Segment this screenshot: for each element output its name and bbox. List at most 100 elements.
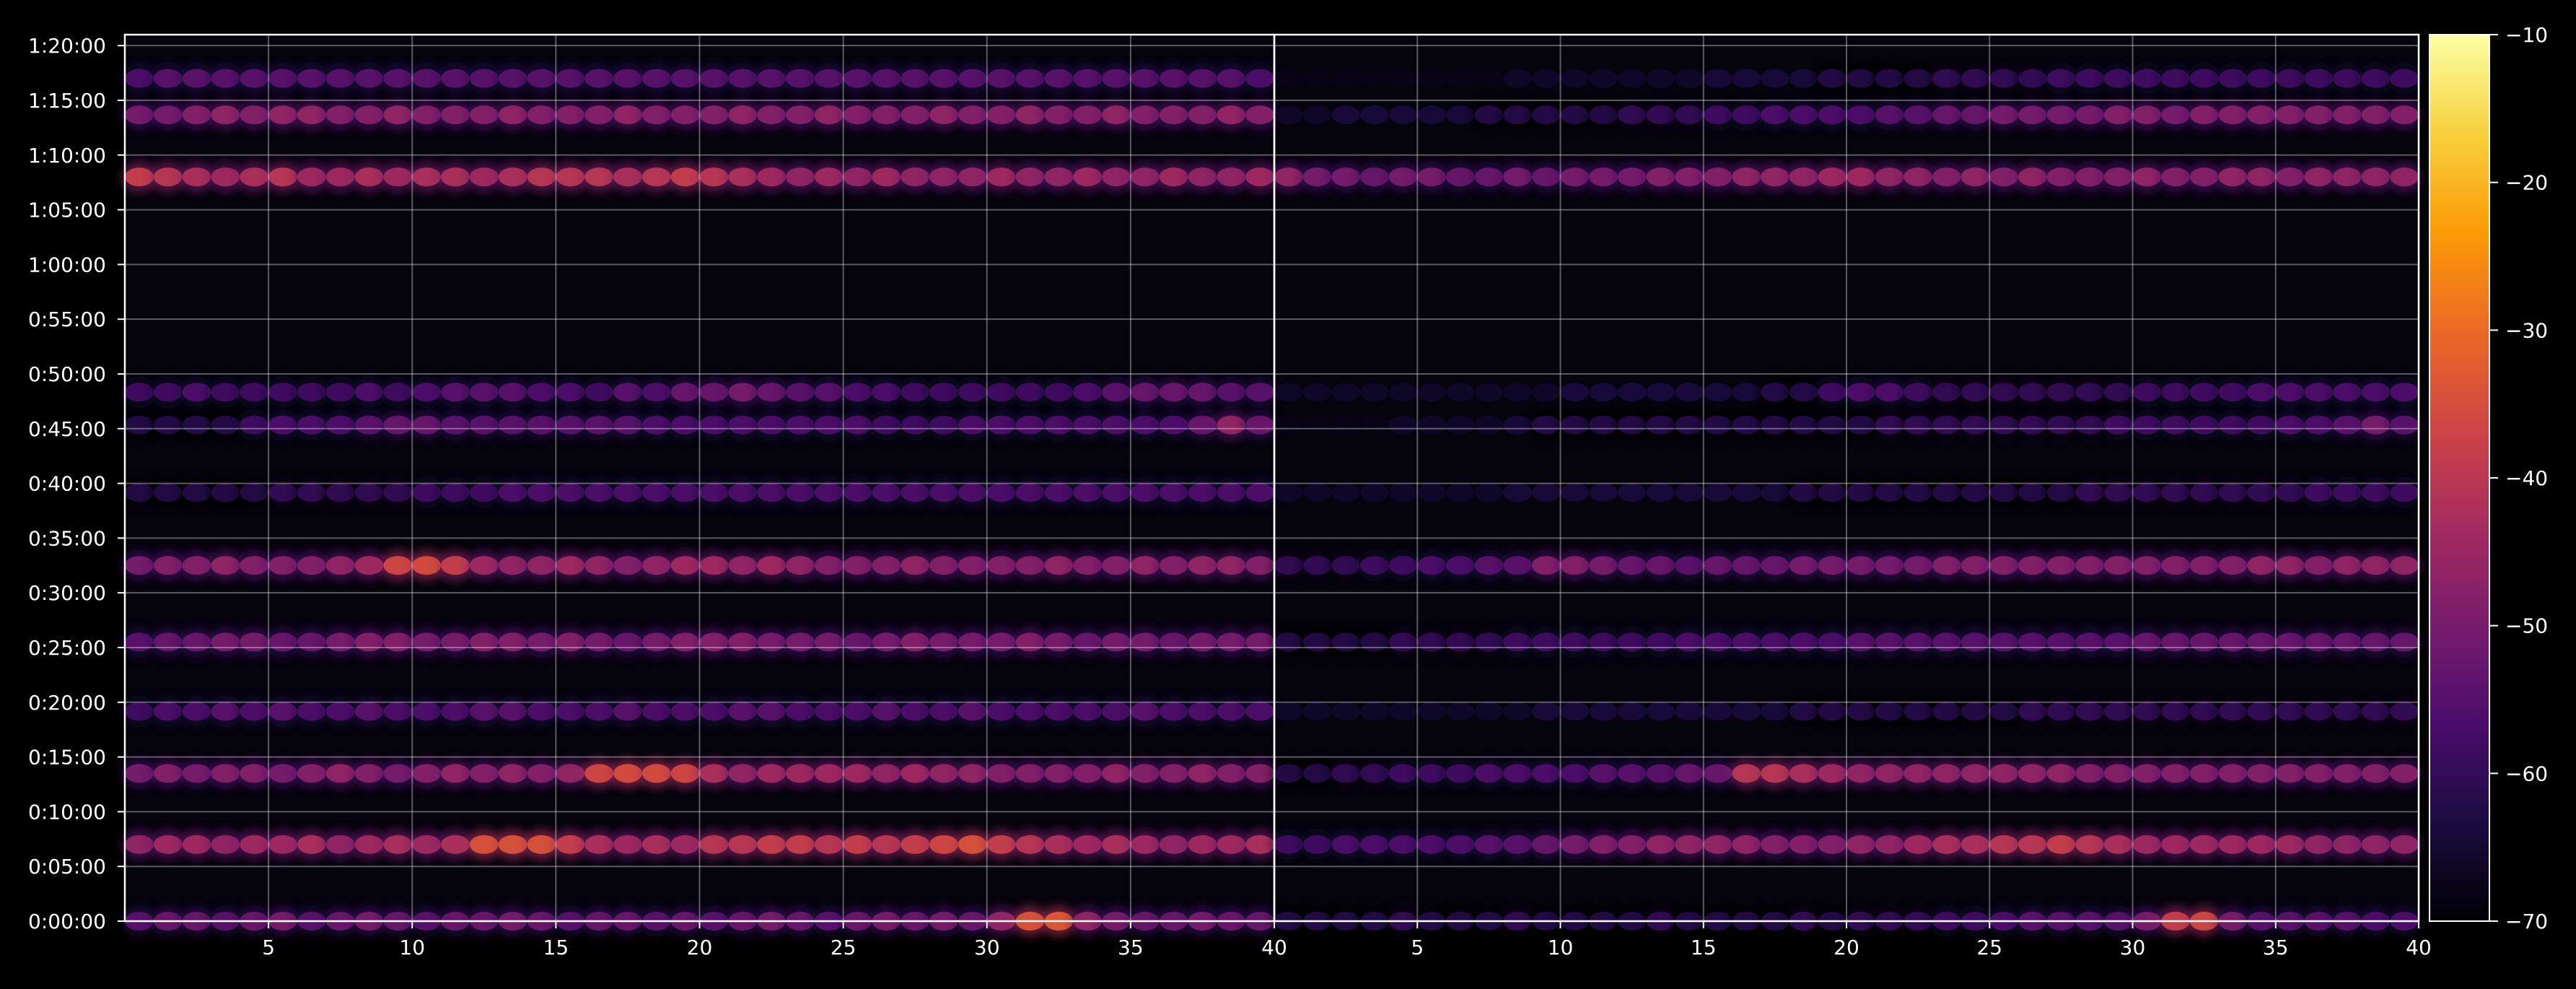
heat-cell: [1903, 105, 1932, 125]
heat-cell: [297, 764, 326, 783]
heat-cell: [958, 383, 987, 402]
heat-cell: [1932, 167, 1961, 187]
heat-cell: [1818, 69, 1846, 88]
heat-cell: [1846, 415, 1875, 435]
heat-cell: [641, 167, 671, 187]
heat-cell: [929, 415, 958, 435]
heat-cell: [613, 415, 642, 435]
heat-cell: [1903, 702, 1932, 721]
heat-cell: [1130, 383, 1160, 402]
heat-cell: [441, 835, 470, 854]
heat-cell: [2333, 483, 2362, 502]
heat-cell: [901, 632, 930, 652]
heat-cell: [2189, 556, 2219, 575]
heat-cell: [383, 702, 413, 721]
heat-cell: [872, 835, 901, 854]
heat-cell: [1961, 105, 1990, 125]
heat-cell: [1732, 105, 1761, 125]
heat-cell: [1560, 69, 1590, 88]
heat-cell: [2333, 415, 2362, 435]
heat-cell: [1531, 483, 1561, 502]
heat-cell: [986, 702, 1016, 721]
heat-cell: [1703, 702, 1732, 721]
heat-cell: [1217, 835, 1246, 854]
colorbar-tick-label: −20: [2505, 171, 2548, 195]
heat-cell: [2046, 835, 2076, 854]
heat-cell: [1531, 556, 1561, 575]
heat-cell: [2218, 105, 2248, 125]
heat-cell: [469, 764, 499, 783]
heat-cell: [2390, 383, 2419, 402]
heat-cell: [843, 415, 872, 435]
heat-cell: [354, 632, 384, 652]
heat-cell: [441, 702, 470, 721]
heat-cell: [211, 69, 240, 88]
heat-cell: [2046, 702, 2076, 721]
heat-cell: [383, 483, 413, 502]
heat-cell: [2046, 69, 2076, 88]
heat-cell: [1102, 383, 1131, 402]
heat-cell: [1445, 483, 1475, 502]
heat-cell: [1359, 383, 1389, 402]
heat-cell: [1388, 632, 1418, 652]
heat-cell: [2018, 764, 2047, 783]
heat-cell: [1331, 835, 1360, 854]
heat-cell: [2103, 764, 2133, 783]
heat-cell: [728, 702, 758, 721]
heat-cell: [2304, 835, 2334, 854]
heat-cell: [1245, 105, 1274, 125]
heat-cell: [584, 415, 614, 435]
heat-cell: [1245, 167, 1274, 187]
heat-cell: [412, 702, 442, 721]
heat-cell: [785, 483, 815, 502]
heat-cell: [297, 702, 326, 721]
heat-cell: [1474, 483, 1504, 502]
heat-cell: [1961, 483, 1990, 502]
heat-cell: [268, 69, 297, 88]
heat-cell: [2304, 105, 2334, 125]
heat-cell: [1274, 69, 1303, 88]
heat-cell: [2018, 415, 2047, 435]
heat-cell: [2103, 415, 2133, 435]
heat-cell: [1417, 764, 1446, 783]
heat-cell: [901, 556, 930, 575]
heat-cell: [2075, 69, 2104, 88]
heat-cell: [2333, 167, 2362, 187]
heat-cell: [1015, 69, 1045, 88]
heat-cell: [1359, 702, 1389, 721]
heat-cell: [986, 415, 1016, 435]
heat-cell: [1818, 415, 1846, 435]
heat-cell: [1388, 556, 1418, 575]
y-tick-label: 1:05:00: [28, 199, 106, 222]
heat-cell: [2275, 483, 2305, 502]
heat-cell: [1073, 483, 1103, 502]
heat-cell: [1474, 415, 1504, 435]
heat-cell: [1015, 167, 1045, 187]
heat-cell: [2247, 105, 2276, 125]
y-tick-label: 0:15:00: [28, 746, 106, 770]
heat-cell: [1245, 69, 1274, 88]
y-tick-label: 1:20:00: [28, 34, 106, 58]
heat-cell: [1646, 483, 1675, 502]
heat-cell: [1015, 105, 1045, 125]
heat-cell: [2275, 383, 2305, 402]
heat-cell: [1617, 69, 1647, 88]
heat-cell: [1732, 556, 1761, 575]
heat-cell: [1417, 415, 1446, 435]
heat-cell: [1560, 764, 1590, 783]
heat-cell: [1331, 702, 1360, 721]
heat-cell: [1359, 632, 1389, 652]
heat-cell: [1274, 702, 1303, 721]
heat-cell: [1102, 764, 1131, 783]
heat-cell: [929, 69, 958, 88]
heat-cell: [2132, 383, 2162, 402]
heat-cell: [1217, 632, 1246, 652]
heat-cell: [1646, 556, 1675, 575]
heat-cell: [2075, 105, 2104, 125]
heat-cell: [182, 105, 211, 125]
heat-cell: [153, 632, 183, 652]
colorbar-tick-label: −70: [2505, 910, 2548, 933]
heat-cell: [268, 835, 297, 854]
heat-cell: [728, 556, 758, 575]
heat-cell: [2046, 167, 2076, 187]
